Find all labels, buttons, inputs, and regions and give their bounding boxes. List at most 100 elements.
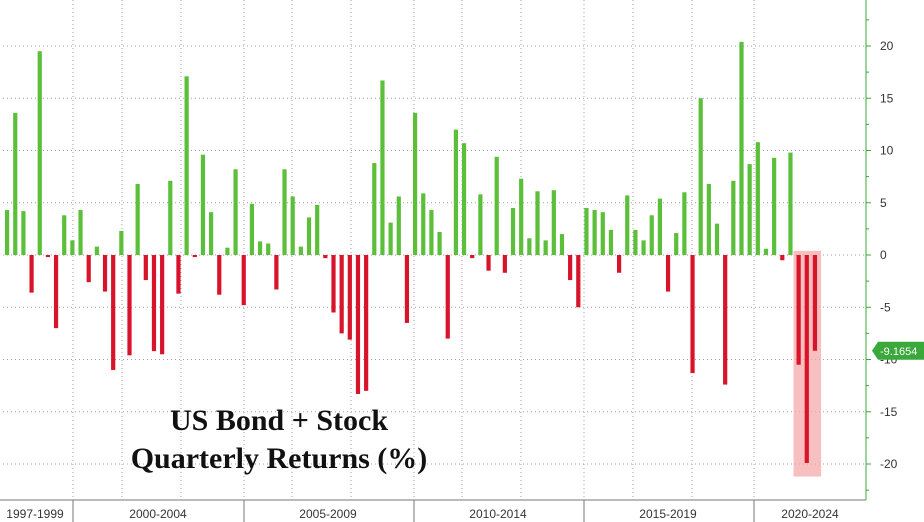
bar — [111, 255, 116, 370]
bar — [29, 255, 34, 293]
bar — [804, 255, 809, 463]
bar — [355, 255, 361, 394]
y-tick-label: 20 — [880, 39, 894, 53]
bar — [217, 255, 222, 295]
bars — [5, 41, 818, 463]
bar — [437, 232, 442, 255]
bar — [674, 233, 679, 255]
bar — [380, 80, 385, 255]
y-tick-label: -15 — [880, 405, 898, 419]
bar — [625, 195, 630, 255]
bar — [404, 255, 410, 323]
x-tick-label: 2000-2004 — [129, 507, 187, 521]
bar — [812, 255, 818, 351]
y-tick-label: -5 — [880, 300, 891, 314]
bar — [290, 196, 295, 255]
bar — [559, 234, 565, 255]
y-tick-label: 0 — [880, 248, 887, 262]
bar — [641, 240, 646, 255]
y-tick-label: -20 — [880, 457, 898, 471]
bar — [421, 193, 426, 255]
bar — [453, 129, 458, 255]
bar — [470, 255, 475, 259]
bar — [780, 255, 785, 261]
bar — [535, 191, 540, 255]
bar — [755, 142, 760, 255]
bar — [763, 248, 769, 255]
last-value-label: -9.1654 — [880, 346, 917, 358]
bar — [282, 169, 287, 255]
bar — [364, 255, 369, 391]
bar — [706, 183, 711, 255]
bar — [486, 255, 491, 271]
bar — [731, 180, 736, 255]
axes: 20151050-5-10-15-201997-19992000-2004200… — [0, 0, 898, 522]
bar — [233, 169, 238, 255]
x-tick-label: 2015-2019 — [639, 507, 697, 521]
bar — [274, 255, 279, 290]
bar — [257, 241, 263, 255]
bar — [714, 223, 720, 255]
bar — [633, 229, 638, 255]
bar — [682, 192, 687, 255]
bar — [13, 112, 18, 255]
bar — [617, 255, 622, 273]
y-tick-label: 10 — [880, 144, 894, 158]
grid-lines — [3, 0, 866, 500]
bar — [429, 210, 434, 255]
bar — [249, 203, 254, 255]
bar — [788, 152, 793, 255]
bar — [37, 51, 42, 255]
bar — [665, 255, 671, 292]
bar — [796, 255, 801, 365]
bar — [592, 210, 597, 255]
bar — [600, 212, 605, 255]
bar — [510, 207, 516, 255]
x-tick-label: 2020-2024 — [781, 507, 839, 521]
bar — [657, 198, 662, 255]
bar — [135, 183, 140, 255]
bar — [772, 157, 777, 255]
bar — [53, 255, 59, 329]
bar — [347, 255, 352, 340]
bar — [86, 255, 91, 283]
bar — [119, 230, 124, 255]
bar — [315, 204, 320, 255]
y-tick-label: 5 — [880, 196, 887, 210]
bar — [70, 240, 75, 255]
bar — [413, 112, 418, 255]
bar — [200, 154, 206, 255]
x-tick-label: 2010-2014 — [469, 507, 527, 521]
bar — [143, 255, 148, 281]
bar — [372, 163, 377, 255]
bar — [584, 207, 589, 255]
bar — [747, 164, 752, 255]
chart-title: US Bond + Stock Quarterly Returns (%) — [131, 404, 428, 475]
bar — [184, 76, 189, 256]
bar — [176, 255, 181, 294]
bar — [323, 255, 328, 259]
bar — [461, 143, 467, 255]
bar — [209, 212, 214, 255]
bar — [739, 41, 744, 255]
bar — [494, 156, 499, 255]
bar — [698, 98, 703, 255]
bar — [21, 211, 26, 255]
bar — [168, 180, 173, 255]
bar — [339, 255, 344, 334]
bar — [298, 246, 303, 255]
bar — [94, 246, 99, 255]
bar — [396, 196, 401, 255]
bar — [519, 178, 524, 255]
bar — [78, 210, 83, 255]
bar — [266, 243, 271, 255]
bar — [306, 217, 312, 255]
bar — [649, 215, 654, 255]
bar — [388, 222, 393, 255]
chart-title-line-2: Quarterly Returns (%) — [131, 442, 428, 475]
x-tick-label: 1997-1999 — [6, 507, 64, 521]
bar — [45, 255, 50, 258]
bar — [690, 255, 695, 374]
bar — [478, 194, 483, 255]
